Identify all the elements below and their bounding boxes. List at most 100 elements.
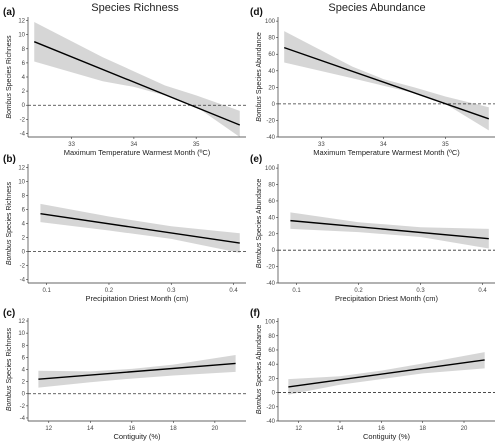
- panel-label: (d): [250, 7, 263, 18]
- y-tick-label: 8: [22, 194, 26, 200]
- panel-label: (f): [250, 308, 260, 319]
- y-axis-label: Bombus Species Abundance: [256, 179, 263, 269]
- y-tick-label: 100: [265, 19, 276, 25]
- y-tick-label: -2: [20, 404, 26, 410]
- y-tick-label: -2: [20, 264, 26, 270]
- y-tick-label: 12: [18, 19, 25, 25]
- x-tick-label: 0.4: [229, 288, 238, 294]
- panel-b: (b) -4 -2 0 2 4 6 8 10 12 0.1 0.2 0.3 0.4 Precipitatio…: [3, 154, 246, 303]
- y-tick-label: 0: [272, 248, 276, 254]
- fitted-line: [283, 46, 490, 120]
- y-axis-label: Bombus Species Richness: [6, 35, 13, 119]
- fitted-line: [290, 219, 489, 240]
- x-tick-label: 20: [212, 426, 219, 432]
- fitted-line: [33, 41, 241, 126]
- x-tick-label: 33: [68, 142, 75, 148]
- y-tick-label: 20: [268, 232, 275, 238]
- y-axis-label: Bombus Species Richness: [6, 181, 13, 265]
- y-tick-label: 80: [268, 183, 275, 189]
- x-tick-label: 35: [442, 142, 449, 148]
- x-tick-label: 16: [378, 426, 385, 432]
- x-tick-label: 0.1: [292, 288, 301, 294]
- y-axis-label: Bombus Species Abundance: [256, 325, 263, 415]
- y-tick-label: 0: [22, 250, 26, 256]
- confidence-band: [34, 21, 240, 137]
- y-tick-label: 0: [22, 103, 26, 109]
- panel-e: (e) -40 -20 0 20 40 60 80 100 0.1 0.2 0.3 0.4 Precipi…: [250, 154, 495, 303]
- y-axis-label: Bombus Species Abundance: [256, 32, 263, 122]
- y-tick-label: -40: [266, 281, 275, 287]
- title-species-abundance: Species Abundance: [328, 2, 425, 14]
- panel-label: (a): [3, 7, 15, 18]
- y-tick-label: 0: [22, 392, 26, 398]
- y-tick-label: 40: [268, 69, 275, 75]
- x-axis-label: Precipitation Driest Month (cm): [335, 294, 438, 303]
- x-tick-label: 0.2: [105, 288, 114, 294]
- x-axis-label: Precipitation Driest Month (cm): [86, 294, 189, 303]
- y-tick-label: 2: [22, 380, 26, 386]
- x-axis-label: Maximum Temperature Warmest Month (ºC): [313, 148, 460, 157]
- y-tick-label: -4: [20, 131, 26, 137]
- y-tick-label: 20: [268, 85, 275, 91]
- y-tick-label: 8: [22, 343, 26, 349]
- y-tick-label: 10: [18, 331, 25, 337]
- panel-label: (b): [3, 154, 16, 165]
- x-tick-label: 34: [131, 142, 138, 148]
- y-tick-label: -40: [266, 419, 275, 425]
- y-tick-label: 4: [22, 368, 26, 374]
- y-tick-label: 60: [268, 199, 275, 205]
- y-axis-label-genus: Bombus: [256, 242, 263, 268]
- x-tick-label: 20: [461, 426, 468, 432]
- y-tick-label: -20: [266, 265, 275, 271]
- y-tick-label: -4: [20, 278, 26, 284]
- y-axis-label-metric: Species Abundance: [256, 32, 263, 96]
- fitted-line: [40, 213, 240, 244]
- y-axis-label-genus: Bombus: [6, 239, 13, 265]
- x-tick-label: 12: [295, 426, 302, 432]
- x-tick-label: 16: [128, 426, 135, 432]
- fitted-line: [288, 359, 485, 388]
- x-tick-label: 0.4: [478, 288, 487, 294]
- confidence-band: [290, 212, 489, 249]
- x-tick-label: 12: [45, 426, 52, 432]
- x-tick-label: 18: [419, 426, 426, 432]
- x-tick-label: 14: [337, 426, 344, 432]
- panel-label: (c): [3, 308, 15, 319]
- x-tick-label: 0.2: [354, 288, 363, 294]
- x-tick-label: 18: [170, 426, 177, 432]
- y-axis-label-genus: Bombus: [256, 388, 263, 414]
- y-tick-label: 40: [268, 362, 275, 368]
- x-tick-label: 14: [87, 426, 94, 432]
- panel-label: (e): [250, 154, 262, 165]
- y-tick-label: 6: [22, 208, 26, 214]
- y-tick-label: -20: [266, 405, 275, 411]
- y-axis-label-genus: Bombus: [6, 385, 13, 411]
- y-tick-label: 4: [22, 75, 26, 81]
- x-tick-label: 0.3: [167, 288, 176, 294]
- y-tick-label: 10: [18, 33, 25, 39]
- y-tick-label: 10: [18, 180, 25, 186]
- x-axis-label: Contiguity (%): [363, 432, 411, 441]
- fitted-line: [38, 362, 236, 380]
- y-tick-label: -4: [20, 416, 26, 422]
- confidence-band: [284, 31, 489, 131]
- y-tick-label: 40: [268, 215, 275, 221]
- title-species-richness: Species Richness: [91, 2, 179, 14]
- y-tick-label: -2: [20, 117, 26, 123]
- y-tick-label: 20: [268, 376, 275, 382]
- x-tick-label: 33: [318, 142, 325, 148]
- y-axis-label-metric: Species Abundance: [256, 325, 263, 389]
- y-tick-label: 2: [22, 89, 26, 95]
- y-axis-label: Bombus Species Richness: [6, 327, 13, 411]
- y-tick-label: 4: [22, 222, 26, 228]
- y-tick-label: 12: [18, 319, 25, 325]
- x-tick-label: 0.3: [416, 288, 425, 294]
- y-tick-label: 8: [22, 47, 26, 53]
- y-tick-label: -40: [266, 135, 275, 141]
- y-tick-label: 0: [272, 102, 276, 108]
- y-axis-label-genus: Bombus: [256, 96, 263, 122]
